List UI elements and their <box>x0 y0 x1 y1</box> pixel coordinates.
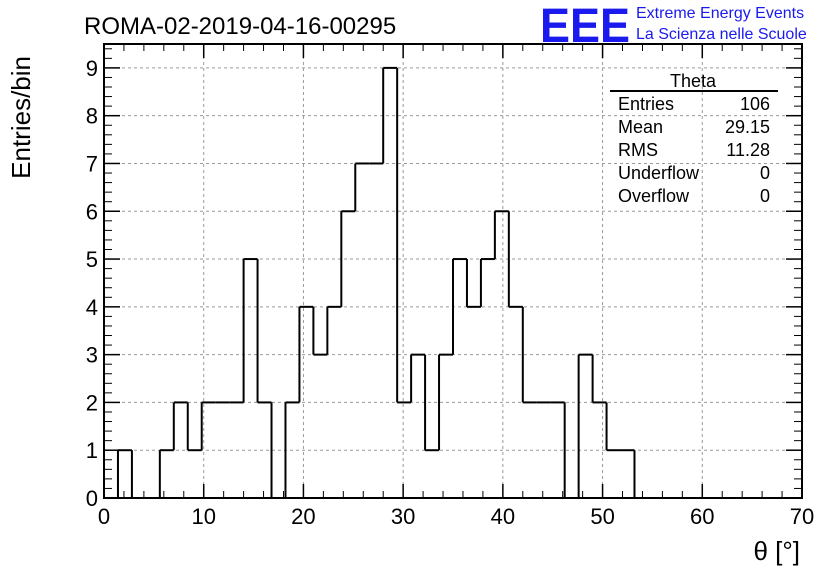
y-tick-label: 8 <box>86 104 98 129</box>
y-tick-label: 1 <box>86 438 98 463</box>
x-tick-label: 0 <box>98 504 110 529</box>
stats-title: Theta <box>670 71 717 91</box>
x-tick-label: 70 <box>790 504 814 529</box>
logo-line1: Extreme Energy Events <box>636 5 804 22</box>
y-tick-label: 5 <box>86 247 98 272</box>
stats-box: Theta Entries 106 Mean 29.15 RMS 11.28 Underfl… <box>610 71 778 206</box>
x-tick-label: 10 <box>191 504 215 529</box>
plot-frame <box>103 43 803 499</box>
stats-value: 0 <box>760 163 770 183</box>
y-tick-label: 4 <box>86 295 98 320</box>
histogram <box>116 66 636 499</box>
x-tick-label: 60 <box>690 504 714 529</box>
y-tick-label: 0 <box>86 486 98 511</box>
y-tick-label: 9 <box>86 56 98 81</box>
x-axis-label: θ [°] <box>753 536 800 566</box>
y-tick-label: 3 <box>86 343 98 368</box>
stats-label: Underflow <box>618 163 700 183</box>
chart-title: ROMA-02-2019-04-16-00295 <box>84 13 396 40</box>
x-tick-label: 50 <box>590 504 614 529</box>
y-tick-label: 6 <box>86 199 98 224</box>
stats-rows: Entries 106 Mean 29.15 RMS 11.28 Underflow 0 Ove… <box>618 94 770 206</box>
x-tick-label: 20 <box>291 504 315 529</box>
y-tick-label: 2 <box>86 390 98 415</box>
y-tick-label: 7 <box>86 151 98 176</box>
stats-label: RMS <box>618 140 658 160</box>
stats-value: 11.28 <box>726 140 770 160</box>
logo-line2: La Scienza nelle Scuole <box>636 26 807 43</box>
stats-value: 106 <box>740 94 770 114</box>
eee-logo: EEE Extreme Energy Events La Scienza nel… <box>540 0 807 53</box>
x-tick-label: 40 <box>491 504 515 529</box>
y-axis-label: Entries/bin <box>6 56 36 179</box>
logo-mark: EEE <box>540 0 630 53</box>
axes: 0 10 20 30 40 50 60 70 0 1 2 3 4 5 6 7 8 9 <box>86 43 814 529</box>
stats-value: 29.15 <box>725 117 770 137</box>
stats-label: Mean <box>618 117 663 137</box>
x-tick-label: 30 <box>391 504 415 529</box>
stats-label: Entries <box>618 94 674 114</box>
stats-value: 0 <box>760 186 770 206</box>
stats-label: Overflow <box>618 186 690 206</box>
